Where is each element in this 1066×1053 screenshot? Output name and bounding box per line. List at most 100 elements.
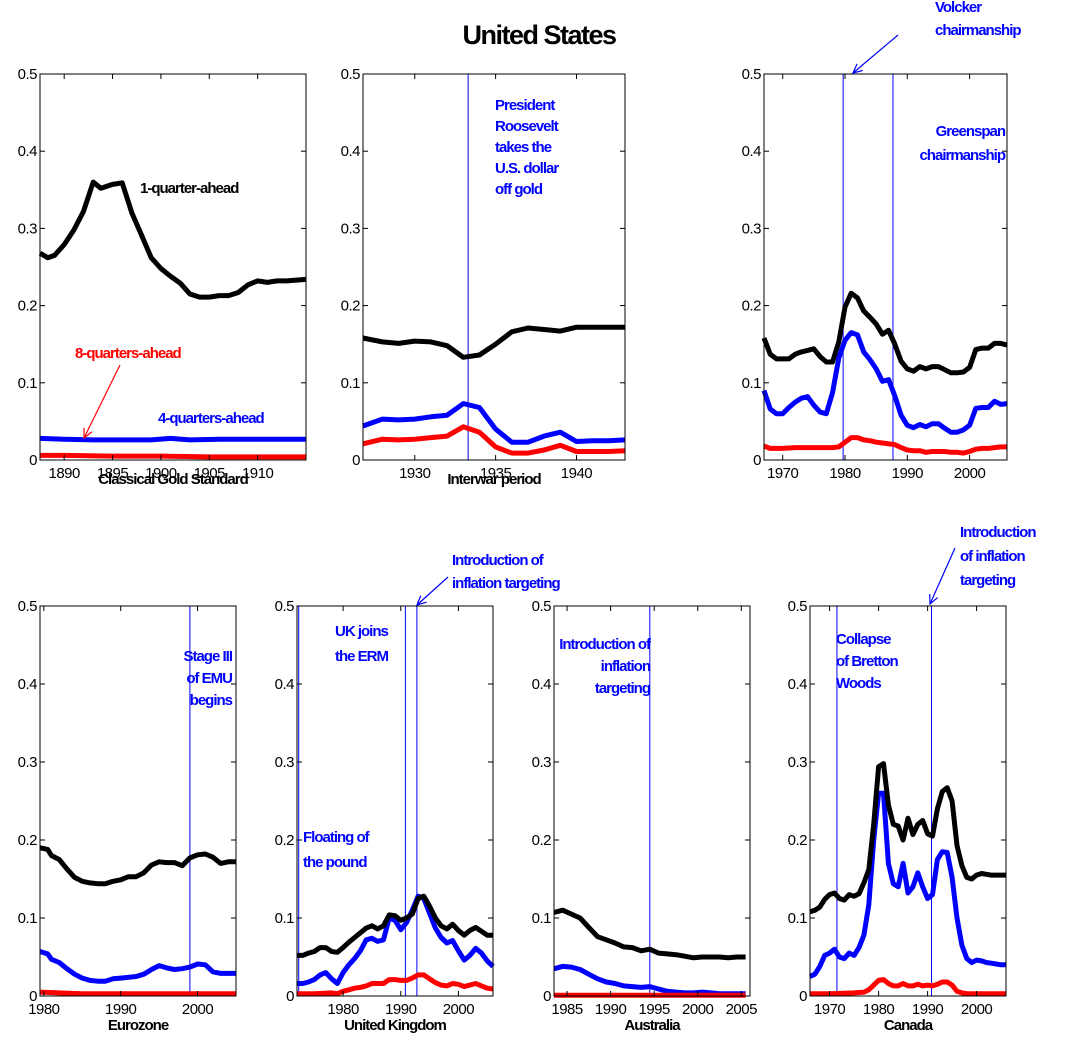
- panel-canada: 0 0.1 0.2 0.3 0.4 0.5 1970 1980 1990 2000 Canada Co…: [788, 524, 1038, 1034]
- uk-annotation-0: Floating of the pound: [303, 829, 371, 871]
- uk-inflation-targeting-arrow: [416, 576, 449, 606]
- eurozone-ytick-label: 0.4: [18, 676, 38, 693]
- australia-ytick-label: 0.2: [532, 832, 552, 849]
- volcker-arrow-head: [851, 63, 863, 74]
- canada-ytick-label: 0.2: [788, 832, 808, 849]
- gold-xtick-label: 1900: [145, 465, 177, 482]
- gold-ytick-label: 0.5: [18, 66, 38, 83]
- uk-ytick-label: 0: [286, 988, 294, 1005]
- us_modern-series-1-quarter-ahead: [761, 290, 1008, 376]
- canada-series-4-quarters-ahead: [808, 790, 1006, 979]
- us_modern-annotation-0: Volcker chairmanship: [935, 0, 1021, 39]
- eurozone-xtick-label: 2000: [182, 1001, 214, 1018]
- eight-quarters-arrow: [83, 364, 121, 439]
- uk-ytick-label: 0.2: [275, 832, 295, 849]
- uk-series-8-quarters-ahead: [297, 972, 494, 997]
- interwar-series-4-quarters-ahead: [362, 401, 626, 445]
- australia-series-1-quarter-ahead: [553, 907, 746, 961]
- gold-ytick-label: 0.1: [18, 375, 38, 392]
- canada-xtick-label: 1970: [814, 1001, 846, 1018]
- us_modern-xtick-label: 1980: [829, 465, 861, 482]
- australia-xtick-label: 2005: [726, 1001, 758, 1018]
- australia-ytick-label: 0: [543, 988, 551, 1005]
- interwar-annotation-0: President Roosevelt takes the U.S. dollar of…: [495, 97, 559, 198]
- uk-annotation-1: UK joins the ERM: [335, 623, 389, 665]
- us_modern-ytick-label: 0.4: [742, 143, 762, 160]
- canada-axes-frame: [809, 605, 1007, 997]
- us_modern-series-4-quarters-ahead: [761, 330, 1008, 435]
- us_modern-ytick-label: 0.2: [742, 298, 762, 315]
- us_modern-ytick-label: 0: [753, 452, 761, 469]
- panel-interwar: 0 0.1 0.2 0.3 0.4 0.5 1930 1935 1940 Interwar per…: [341, 66, 626, 488]
- eight-quarters-arrow-head: [83, 427, 93, 440]
- interwar-ytick-label: 0.2: [341, 298, 361, 315]
- interwar-series-8-quarters-ahead: [362, 424, 626, 456]
- eurozone-xlabel: Eurozone: [108, 1017, 169, 1034]
- gold-ytick-label: 0.2: [18, 298, 38, 315]
- interwar-xtick-label: 1935: [480, 465, 512, 482]
- panels-group: 0 0.1 0.2 0.3 0.4 0.5 1890 1895 1900 1905 1910Clas…: [18, 0, 1038, 1034]
- australia-xtick-label: 2000: [682, 1001, 714, 1018]
- australia-xtick-label: 1990: [595, 1001, 627, 1018]
- australia-annotation-0: Introduction of inflation targeting: [559, 636, 652, 697]
- uk-xtick-label: 1990: [385, 1001, 417, 1018]
- uk-axes-frame: [296, 605, 494, 997]
- canada-annotation-0: Collapse of Bretton Woods: [836, 631, 898, 692]
- gold-xtick-label: 1890: [48, 465, 80, 482]
- eurozone-xtick-label: 1990: [105, 1001, 137, 1018]
- interwar-xtick-label: 1930: [399, 465, 431, 482]
- interwar-ytick-label: 0: [352, 452, 360, 469]
- gold-series-8-quarters-ahead: [40, 452, 306, 460]
- australia-ytick-label: 0.5: [532, 598, 552, 615]
- gold-xtick-label: 1905: [194, 465, 226, 482]
- canada-xlabel: Canada: [884, 1017, 934, 1034]
- eurozone-series-8-quarters-ahead: [39, 989, 236, 997]
- uk-series-1-quarter-ahead: [297, 893, 493, 958]
- interwar-xtick-label: 1940: [561, 465, 593, 482]
- us_modern-ytick-label: 0.3: [742, 220, 762, 237]
- gold-xtick-label: 1910: [242, 465, 274, 482]
- eurozone-ytick-label: 0.5: [18, 598, 38, 615]
- canada-xtick-label: 1990: [912, 1001, 944, 1018]
- panel-eurozone: 0 0.1 0.2 0.3 0.4 0.5 1980 1990 2000 Eurozone Stag…: [18, 598, 237, 1034]
- interwar-series-1-quarter-ahead: [362, 324, 625, 360]
- uk-ytick-label: 0.3: [275, 754, 295, 771]
- australia-xtick-label: 1985: [551, 1001, 583, 1018]
- us_modern-annotation-1: Greenspan chairmanship: [919, 123, 1005, 164]
- gold-annotation-1: 4-quarters-ahead: [158, 410, 265, 427]
- interwar-ytick-label: 0.5: [341, 66, 361, 83]
- us_modern-ytick-label: 0.5: [742, 66, 762, 83]
- eurozone-series-1-quarter-ahead: [39, 845, 236, 887]
- canada-annotation-1: Introduction of inflation targeting: [960, 524, 1036, 589]
- interwar-ytick-label: 0.4: [341, 143, 361, 160]
- us_modern-xtick-label: 1990: [892, 465, 924, 482]
- uk-xtick-label: 2000: [443, 1001, 475, 1018]
- eurozone-ytick-label: 0: [29, 988, 37, 1005]
- canada-xtick-label: 1980: [863, 1001, 895, 1018]
- interwar-ytick-label: 0.3: [341, 220, 361, 237]
- canada-ytick-label: 0.5: [788, 598, 808, 615]
- eurozone-ytick-label: 0.2: [18, 832, 38, 849]
- australia-ytick-label: 0.4: [532, 676, 552, 693]
- uk-ytick-label: 0.5: [275, 598, 295, 615]
- gold-axes-frame: [39, 73, 307, 461]
- eurozone-series-4-quarters-ahead: [39, 949, 236, 984]
- canada-ytick-label: 0.4: [788, 676, 808, 693]
- canada-xtick-label: 2000: [961, 1001, 993, 1018]
- australia-ytick-label: 0.3: [532, 754, 552, 771]
- us_modern-xtick-label: 2000: [954, 465, 986, 482]
- figure-title: United States: [462, 20, 616, 50]
- australia-xtick-label: 1995: [638, 1001, 670, 1018]
- volcker-arrow: [852, 34, 899, 74]
- eurozone-axes-frame: [39, 605, 237, 997]
- eurozone-xtick-label: 1980: [28, 1001, 60, 1018]
- interwar-ytick-label: 0.1: [341, 375, 361, 392]
- gold-series-1-quarter-ahead: [38, 179, 307, 300]
- canada-series-8-quarters-ahead: [810, 977, 1006, 997]
- canada-ytick-label: 0.1: [788, 910, 808, 927]
- interwar-axes-frame: [362, 73, 626, 461]
- uk-xtick-label: 1980: [327, 1001, 359, 1018]
- uk-ytick-label: 0.1: [275, 910, 295, 927]
